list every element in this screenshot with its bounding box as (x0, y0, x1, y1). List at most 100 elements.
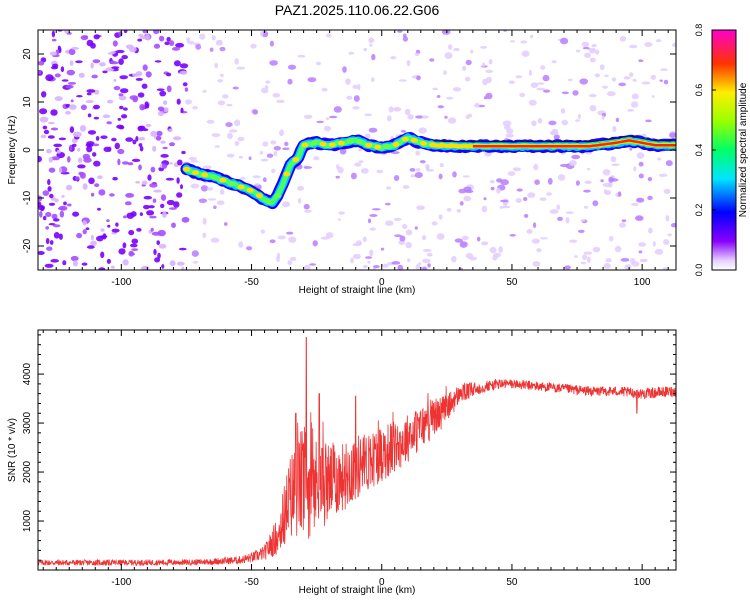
speckle-mark (135, 136, 139, 142)
speckle-mark (454, 238, 463, 243)
speckle-mark (67, 82, 77, 85)
speckle-mark (176, 177, 180, 184)
speckle-mark (312, 240, 318, 247)
ridge-blob (210, 174, 218, 180)
speckle-mark (168, 128, 173, 132)
speckle-mark (95, 136, 100, 141)
speckle-mark (636, 152, 645, 159)
speckle-mark (594, 73, 601, 78)
ridge-blob (255, 193, 263, 199)
speckle-mark (465, 252, 474, 259)
speckle-mark (68, 104, 77, 110)
speckle-mark (130, 211, 137, 217)
ridge-blob (347, 138, 354, 144)
speckle-mark (152, 198, 157, 203)
speckle-mark (496, 187, 501, 194)
speckle-mark (72, 260, 78, 267)
speckle-mark (602, 169, 611, 176)
speckle-mark (453, 47, 460, 52)
speckle-mark (132, 96, 138, 103)
speckle-mark (394, 234, 402, 237)
speckle-mark (316, 61, 321, 66)
speckle-mark (78, 72, 85, 78)
speckle-mark (82, 220, 87, 226)
speckle-mark (112, 176, 118, 181)
speckle-mark (373, 265, 380, 269)
speckle-mark (47, 186, 52, 192)
speckle-mark (225, 122, 233, 128)
speckle-mark (352, 253, 361, 260)
speckle-mark (92, 152, 97, 157)
speckle-mark (45, 238, 50, 245)
speckle-mark (282, 201, 290, 208)
snr-series-line (38, 336, 676, 567)
speckle-mark (161, 264, 165, 269)
speckle-mark (498, 246, 503, 254)
speckle-mark (612, 125, 617, 133)
speckle-mark (166, 85, 172, 93)
speckle-mark (109, 193, 115, 197)
speckle-mark (163, 100, 168, 105)
speckle-mark (44, 263, 54, 268)
speckle-mark (150, 130, 158, 137)
x-tick-label: -100 (111, 277, 131, 288)
ridge-blob (237, 184, 245, 190)
speckle-mark (631, 202, 639, 206)
speckle-mark (157, 106, 165, 112)
speckle-mark (628, 72, 634, 78)
speckle-mark (45, 74, 54, 82)
x-tick-label: 100 (634, 577, 651, 588)
speckle-mark (464, 76, 471, 82)
speckle-mark (93, 116, 100, 120)
speckle-mark (620, 258, 630, 262)
speckle-mark (481, 205, 488, 213)
speckle-mark (474, 103, 480, 108)
speckle-mark (139, 104, 146, 111)
speckle-mark (273, 146, 281, 151)
speckle-mark (49, 240, 54, 245)
speckle-mark (277, 235, 286, 240)
speckle-mark (102, 114, 111, 119)
speckle-mark (565, 211, 574, 214)
speckle-mark (137, 38, 143, 42)
spectrogram-ridge (180, 132, 676, 210)
speckle-mark (70, 99, 74, 103)
speckle-mark (364, 113, 373, 117)
speckle-mark (138, 137, 146, 141)
speckle-mark (51, 38, 57, 42)
speckle-mark (530, 34, 534, 39)
speckle-mark (153, 30, 160, 35)
speckle-mark (621, 219, 627, 223)
speckle-mark (362, 264, 368, 269)
speckle-mark (485, 92, 493, 100)
speckle-mark (618, 82, 627, 87)
speckle-mark (42, 125, 48, 130)
speckle-mark (265, 80, 271, 84)
speckle-mark (139, 212, 143, 217)
speckle-mark (160, 140, 166, 144)
spectrogram-speckle (38, 30, 676, 270)
speckle-mark (371, 53, 376, 61)
speckle-mark (93, 160, 101, 167)
speckle-mark (158, 243, 167, 249)
speckle-mark (323, 125, 331, 132)
speckle-mark (75, 176, 80, 181)
speckle-mark (43, 129, 50, 135)
speckle-mark (482, 78, 488, 86)
speckle-mark (489, 179, 495, 184)
speckle-mark (131, 238, 139, 244)
ridge-blob (228, 181, 236, 187)
x-tick-label: 100 (634, 277, 651, 288)
ridge-blob (356, 139, 364, 145)
ridge-blob (438, 143, 446, 148)
speckle-mark (415, 115, 424, 119)
speckle-mark (92, 59, 101, 64)
speckle-mark (50, 259, 59, 263)
speckle-mark (402, 224, 408, 229)
speckle-mark (537, 118, 543, 124)
speckle-mark (42, 190, 50, 197)
speckle-mark (48, 157, 53, 163)
ridge-blob (192, 170, 199, 176)
ridge-blob (328, 142, 336, 148)
